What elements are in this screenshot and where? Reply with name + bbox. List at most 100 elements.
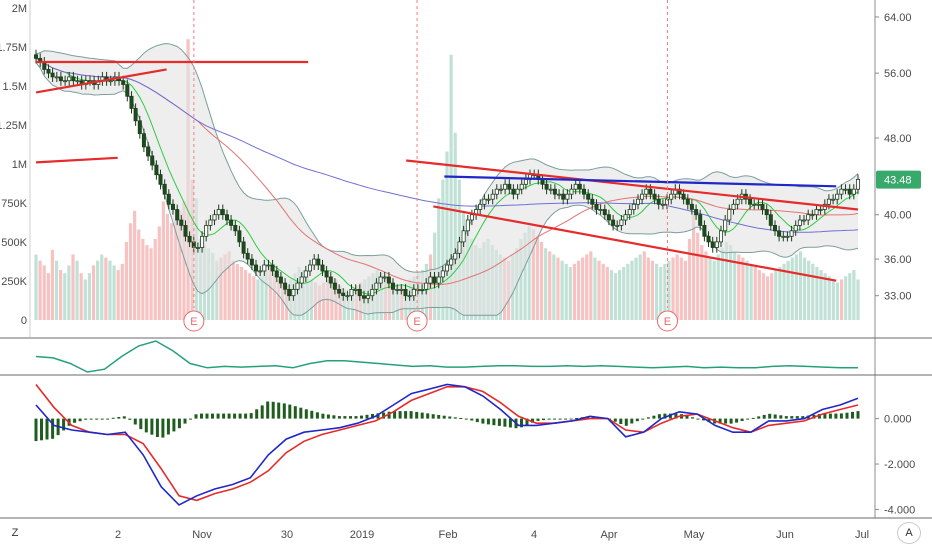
candle-body	[312, 258, 317, 266]
macd-hist-bar	[404, 411, 408, 419]
candle-body	[154, 164, 159, 176]
macd-hist-bar	[84, 418, 88, 420]
volume-bar	[54, 260, 59, 320]
candle-body	[482, 198, 487, 205]
volume-bar	[317, 285, 322, 320]
volume-bar	[100, 254, 104, 320]
bollinger-lower	[35, 62, 859, 316]
macd-hist-bar	[845, 412, 849, 419]
candle-body	[814, 209, 819, 216]
candle-body	[58, 76, 63, 82]
candle-body	[266, 264, 271, 267]
volume-bar	[174, 220, 178, 320]
candle-body	[856, 178, 861, 190]
macd-hist-bar	[233, 413, 237, 419]
macd-hist-bar	[349, 416, 352, 419]
macd-tick-label: -4.000	[884, 504, 915, 516]
volume-bar	[692, 213, 696, 320]
candle-body	[752, 203, 757, 206]
trendline-3	[35, 156, 118, 164]
price-axis: 64.00 56.00 48.00 40.00 36.00 33.00	[875, 12, 912, 303]
trendline-5	[433, 205, 837, 282]
macd-hist-bar	[106, 418, 110, 420]
candle-body	[195, 247, 200, 249]
macd-hist-bar	[189, 418, 192, 420]
candle-body	[723, 219, 728, 232]
candle-body	[200, 235, 205, 248]
auto-scale-button[interactable]: A	[897, 522, 921, 544]
macd-hist-bar	[503, 418, 507, 427]
volume-bar	[120, 263, 124, 320]
candle-body	[382, 276, 387, 279]
volume-bar	[761, 273, 766, 320]
volume-bar	[445, 151, 449, 320]
candle-body	[432, 276, 437, 284]
macd-hist-bar	[249, 413, 253, 419]
macd-hist-bar	[508, 418, 512, 428]
volume-bar	[42, 265, 46, 320]
time-tick-label: Jul	[855, 529, 869, 541]
volume-bar	[856, 279, 860, 320]
volume-bar	[593, 257, 597, 320]
candle-body	[420, 288, 425, 291]
candle-body	[175, 209, 180, 221]
candle-body	[233, 224, 238, 232]
macd-hist-bar	[155, 418, 159, 437]
candle-body	[548, 188, 553, 191]
volume-bar	[638, 254, 642, 320]
timezone-button[interactable]: Z	[11, 527, 19, 539]
volume-tick-label: 1.75M	[0, 42, 27, 54]
macd-hist-bar	[702, 418, 705, 421]
volume-bar	[449, 54, 453, 321]
macd-hist-bar	[448, 416, 452, 419]
macd-hist-bar	[624, 418, 628, 426]
candle-body	[357, 288, 362, 297]
candle-body	[370, 288, 375, 297]
volume-bar	[153, 238, 157, 320]
indicator-line	[35, 340, 858, 373]
macd-hist-bar	[795, 416, 799, 419]
volume-bar	[268, 266, 272, 320]
volume-bar	[609, 270, 613, 320]
candle-body	[851, 188, 856, 195]
volume-bar	[576, 260, 581, 320]
candle-body	[569, 188, 574, 195]
macd-hist-bar	[564, 418, 568, 420]
macd-hist-bar	[784, 416, 788, 419]
volume-bar	[733, 251, 737, 320]
macd-hist-bar	[304, 409, 308, 419]
candle-body	[777, 230, 782, 237]
volume-bar	[79, 273, 83, 320]
volume-bar	[642, 251, 646, 320]
macd-hist-bar	[525, 418, 529, 425]
time-tick-label: May	[684, 529, 705, 541]
candle-body	[619, 219, 624, 226]
volume-bar	[852, 270, 856, 320]
candle-body	[253, 264, 258, 272]
volume-bar	[87, 273, 92, 320]
macd-hist-bar	[591, 416, 595, 419]
candle-body	[183, 224, 188, 237]
candle-body	[773, 224, 778, 232]
macd-hist-bar	[762, 414, 766, 419]
volume-bar	[145, 245, 149, 320]
macd-hist-bar	[536, 418, 540, 421]
macd-hist-bar	[553, 418, 557, 420]
macd-hist-bar	[619, 418, 623, 424]
candle-body	[606, 214, 611, 221]
candle-body	[490, 193, 495, 200]
candle-body	[141, 133, 146, 148]
macd-hist-bar	[73, 418, 77, 423]
candle-body	[320, 264, 325, 272]
trendline-6	[444, 175, 837, 188]
candle-body	[764, 209, 769, 216]
macd-hist-bar	[382, 412, 386, 419]
macd-hist-bar	[751, 417, 755, 419]
volume-tick-label: 0	[21, 315, 27, 327]
candle-body	[270, 264, 275, 272]
macd-hist-bar	[337, 416, 341, 419]
macd-hist-bar	[78, 418, 82, 422]
volume-bar	[634, 257, 638, 320]
candle-body	[208, 219, 213, 226]
